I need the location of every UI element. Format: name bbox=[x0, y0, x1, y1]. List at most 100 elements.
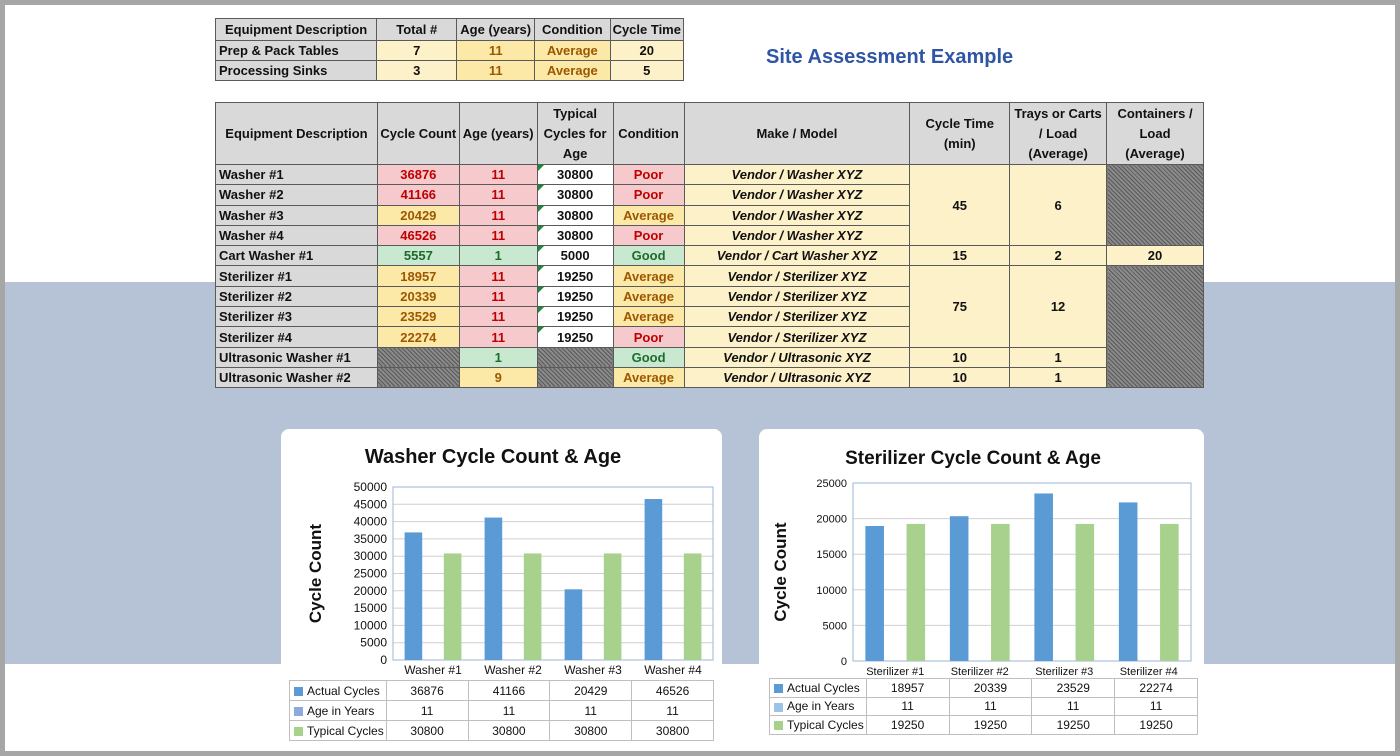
bar-typical-cycles bbox=[603, 553, 622, 660]
sterilizer-chart: Sterilizer Cycle Count & Age 0 5000 10000 15… bbox=[771, 448, 1192, 678]
equipment-name: Ultrasonic Washer #2 bbox=[215, 366, 378, 389]
condition-badge: Good bbox=[612, 346, 685, 368]
cycle-time-cell: 75 bbox=[909, 265, 1011, 348]
x-category-label: Washer #3 bbox=[564, 663, 622, 677]
condition-badge: Average bbox=[612, 366, 685, 389]
legend-label: Actual Cycles bbox=[787, 680, 860, 695]
age-cell: 11 bbox=[458, 306, 538, 328]
legend-entry: Age in Years bbox=[769, 696, 867, 716]
typical-cycles-cell bbox=[536, 346, 614, 368]
equipment-header-cell: Trays or Carts / Load (Average) bbox=[1009, 102, 1108, 165]
equipment-name: Cart Washer #1 bbox=[215, 245, 378, 267]
legend-label: Typical Cycles bbox=[787, 717, 864, 732]
equipment-name: Ultrasonic Washer #1 bbox=[215, 346, 378, 368]
equipment-name: Sterilizer #2 bbox=[215, 285, 378, 308]
trays-per-load-cell: 12 bbox=[1009, 265, 1108, 348]
age-cell: 11 bbox=[458, 326, 538, 348]
typical-cycles-cell: 30800 bbox=[536, 224, 614, 247]
bar-actual-cycles bbox=[484, 517, 503, 660]
make-model-cell: Vendor / Sterilizer XYZ bbox=[683, 265, 911, 287]
legend-entry: Typical Cycles bbox=[769, 715, 867, 735]
legend-swatch bbox=[774, 702, 783, 712]
make-model-cell: Vendor / Washer XYZ bbox=[683, 184, 911, 206]
summary-header-cell: Condition bbox=[534, 18, 611, 41]
cycle-count-cell: 5557 bbox=[376, 245, 460, 267]
equipment-header-cell: Condition bbox=[612, 102, 685, 165]
legend-entry: Actual Cycles bbox=[289, 680, 387, 701]
y-tick-label: 10000 bbox=[816, 585, 847, 597]
cycle-count-cell: 46526 bbox=[376, 224, 460, 247]
data-table-value: 30800 bbox=[467, 720, 551, 741]
y-tick-label: 30000 bbox=[354, 549, 388, 563]
equipment-header-cell: Cycle Time (min) bbox=[909, 102, 1011, 165]
equipment-row: Sterilizer #2 20339 11 19250 Average Vendor /… bbox=[215, 285, 1204, 308]
y-tick-label: 5000 bbox=[360, 636, 387, 650]
cycle-time-cell: 45 bbox=[909, 163, 1011, 247]
age-cell: 1 bbox=[458, 346, 538, 368]
age-cell: 11 bbox=[458, 285, 538, 308]
data-table-value: 30800 bbox=[549, 720, 633, 741]
legend-label: Age in Years bbox=[307, 703, 375, 718]
make-model-cell: Vendor / Cart Washer XYZ bbox=[683, 245, 911, 267]
cycle-count-cell bbox=[376, 346, 460, 368]
data-table-row: Age in Years 11 11 11 11 bbox=[769, 696, 1198, 716]
cycle-count-cell: 18957 bbox=[376, 265, 460, 287]
data-table-value: 30800 bbox=[631, 720, 714, 741]
make-model-cell: Vendor / Ultrasonic XYZ bbox=[683, 346, 911, 368]
make-model-cell: Vendor / Sterilizer XYZ bbox=[683, 285, 911, 308]
data-table-value: 19250 bbox=[948, 715, 1033, 735]
condition-badge: Average bbox=[612, 285, 685, 308]
data-table-value: 20429 bbox=[549, 680, 633, 701]
cycle-count-cell: 20339 bbox=[376, 285, 460, 308]
condition-badge: Average bbox=[612, 306, 685, 328]
bar-actual-cycles bbox=[1118, 502, 1138, 661]
cycle-time-cell: 10 bbox=[909, 366, 1011, 389]
summary-cell: 3 bbox=[376, 60, 458, 81]
summary-cell: Prep & Pack Tables bbox=[214, 40, 378, 61]
y-tick-label: 25000 bbox=[354, 567, 388, 581]
bar-actual-cycles bbox=[949, 516, 969, 661]
data-table-value: 20339 bbox=[948, 678, 1033, 698]
summary-table: Equipment Description Total # Age (years) C… bbox=[214, 18, 685, 81]
summary-header-cell: Total # bbox=[376, 18, 458, 41]
cycle-time-cell: 10 bbox=[909, 346, 1011, 368]
sterilizer-data-table: Actual Cycles 18957 20339 23529 22274 Age in … bbox=[769, 678, 1198, 735]
summary-row: Prep & Pack Tables 7 11 Average 20 bbox=[214, 40, 685, 61]
data-table-row: Actual Cycles 18957 20339 23529 22274 bbox=[769, 678, 1198, 698]
data-table-value: 30800 bbox=[385, 720, 469, 741]
trays-per-load-cell: 1 bbox=[1009, 346, 1108, 368]
trays-per-load-cell: 6 bbox=[1009, 163, 1108, 247]
y-tick-label: 20000 bbox=[354, 584, 388, 598]
typical-cycles-cell: 19250 bbox=[536, 285, 614, 308]
washer-chart-card: Washer Cycle Count & Age 0 5000 10000 15000 2… bbox=[281, 429, 722, 742]
equipment-header-cell: Containers / Load (Average) bbox=[1106, 102, 1204, 165]
equipment-header-cell: Age (years) bbox=[458, 102, 538, 165]
legend-swatch bbox=[774, 684, 783, 694]
summary-header-cell: Age (years) bbox=[456, 18, 536, 41]
data-table-value: 11 bbox=[549, 700, 633, 721]
condition-badge: Average bbox=[612, 204, 685, 226]
chart-title: Sterilizer Cycle Count & Age bbox=[845, 448, 1101, 469]
condition-badge: Good bbox=[612, 245, 685, 267]
bar-actual-cycles bbox=[1034, 493, 1053, 661]
condition-badge: Poor bbox=[612, 224, 685, 247]
y-tick-label: 50000 bbox=[354, 480, 388, 494]
legend-swatch bbox=[294, 686, 303, 696]
summary-cell: 11 bbox=[456, 40, 536, 61]
condition-badge: Poor bbox=[612, 326, 685, 348]
x-category-label: Washer #2 bbox=[484, 663, 542, 677]
trays-per-load-cell: 1 bbox=[1009, 366, 1108, 389]
x-category-label: Sterilizer #4 bbox=[1120, 666, 1178, 678]
x-category-label: Sterilizer #1 bbox=[866, 666, 924, 678]
x-category-label: Washer #1 bbox=[404, 663, 462, 677]
bar-typical-cycles bbox=[683, 553, 702, 660]
data-table-value: 41166 bbox=[467, 680, 551, 701]
age-cell: 11 bbox=[458, 184, 538, 206]
age-cell: 11 bbox=[458, 204, 538, 226]
age-cell: 11 bbox=[458, 224, 538, 247]
equipment-table: Equipment Description Cycle Count Age (yea… bbox=[215, 102, 1204, 389]
x-category-label: Washer #4 bbox=[644, 663, 702, 677]
y-tick-label: 5000 bbox=[823, 620, 847, 632]
data-table-value: 23529 bbox=[1031, 678, 1116, 698]
washer-data-table: Actual Cycles 36876 41166 20429 46526 Age in … bbox=[289, 680, 714, 741]
